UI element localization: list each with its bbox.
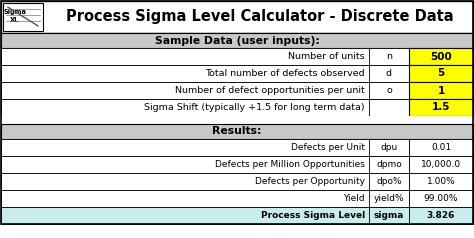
Text: Total number of defects observed: Total number of defects observed <box>205 69 365 78</box>
Bar <box>1 33 473 48</box>
Bar <box>1 116 473 124</box>
Text: 0.01: 0.01 <box>431 143 451 152</box>
Text: XL: XL <box>10 17 20 23</box>
Text: dpu: dpu <box>380 143 398 152</box>
Text: dpmo: dpmo <box>376 160 402 169</box>
Bar <box>369 190 409 207</box>
Bar <box>409 190 473 207</box>
Bar <box>1 173 473 190</box>
Text: Yield: Yield <box>343 194 365 203</box>
Text: Results:: Results: <box>212 127 262 137</box>
Bar <box>409 207 473 224</box>
Text: Defects per Unit: Defects per Unit <box>291 143 365 152</box>
Text: Sigma Shift (typically +1.5 for long term data): Sigma Shift (typically +1.5 for long ter… <box>145 103 365 112</box>
Bar <box>409 82 473 99</box>
Text: Sample Data (user inputs):: Sample Data (user inputs): <box>155 35 319 45</box>
Bar <box>409 139 473 156</box>
Text: n: n <box>386 52 392 61</box>
Text: 500: 500 <box>430 51 452 61</box>
Bar <box>1 190 473 207</box>
Bar <box>1 124 473 139</box>
Bar <box>409 65 473 82</box>
Text: Defects per Opportunity: Defects per Opportunity <box>255 177 365 186</box>
Bar <box>409 156 473 173</box>
Bar <box>369 48 409 65</box>
Bar <box>1 99 473 116</box>
Text: Process Sigma Level Calculator - Discrete Data: Process Sigma Level Calculator - Discret… <box>66 10 454 25</box>
Bar <box>369 156 409 173</box>
Bar <box>1 139 473 156</box>
Text: Number of defect opportunities per unit: Number of defect opportunities per unit <box>175 86 365 95</box>
Bar <box>369 173 409 190</box>
Bar <box>1 1 473 33</box>
Text: 1.00%: 1.00% <box>427 177 456 186</box>
Bar <box>1 65 473 82</box>
Text: 1.5: 1.5 <box>432 103 450 113</box>
Text: Number of units: Number of units <box>288 52 365 61</box>
Text: 10,000.0: 10,000.0 <box>421 160 461 169</box>
Text: d: d <box>386 69 392 78</box>
Bar <box>409 99 473 116</box>
Bar <box>369 139 409 156</box>
Bar <box>3 3 43 31</box>
Bar <box>369 65 409 82</box>
Bar <box>1 207 473 224</box>
Text: sigma: sigma <box>374 211 404 220</box>
Bar <box>369 82 409 99</box>
Bar <box>369 99 409 116</box>
Text: yield%: yield% <box>374 194 404 203</box>
Text: 1: 1 <box>438 85 445 95</box>
Text: 5: 5 <box>438 69 445 79</box>
Text: Sigma: Sigma <box>3 9 27 15</box>
Text: Defects per Million Opportunities: Defects per Million Opportunities <box>215 160 365 169</box>
Bar <box>1 48 473 65</box>
Bar <box>369 207 409 224</box>
Bar <box>409 48 473 65</box>
Text: 99.00%: 99.00% <box>424 194 458 203</box>
Text: Process Sigma Level: Process Sigma Level <box>261 211 365 220</box>
Bar <box>409 173 473 190</box>
Bar <box>1 82 473 99</box>
Text: dpo%: dpo% <box>376 177 402 186</box>
Text: o: o <box>386 86 392 95</box>
Text: 3.826: 3.826 <box>427 211 455 220</box>
Bar <box>1 156 473 173</box>
